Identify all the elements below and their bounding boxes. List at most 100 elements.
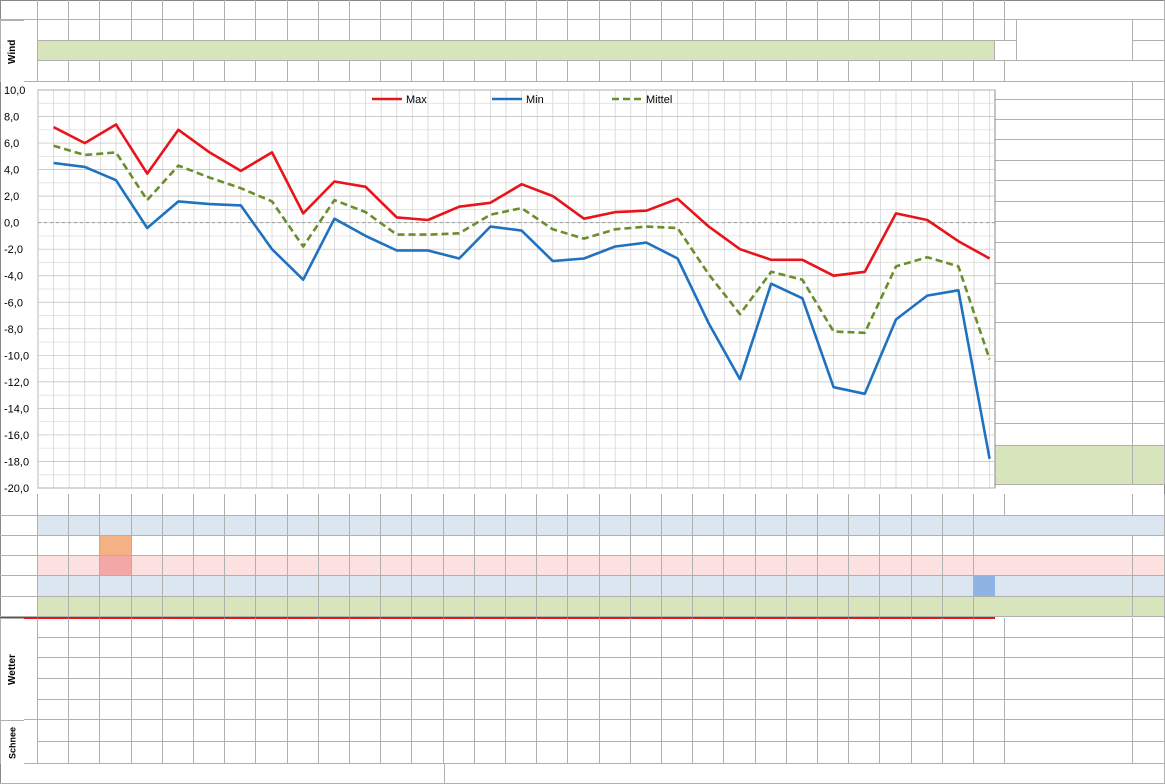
weather-cell xyxy=(162,679,194,700)
weather-cell xyxy=(506,700,538,720)
table-cell xyxy=(412,576,444,597)
table-cell xyxy=(38,516,70,536)
stat-value xyxy=(1133,202,1165,222)
day-header xyxy=(724,494,756,516)
snow-sh-cell xyxy=(537,720,569,742)
weather-cell xyxy=(100,679,132,700)
wind-ms-cell xyxy=(381,20,413,41)
table-cell xyxy=(69,597,101,617)
weather-cell xyxy=(194,679,226,700)
weather-cell xyxy=(911,638,943,658)
row-value xyxy=(1133,576,1165,597)
table-cell xyxy=(318,597,350,617)
wind-kmh-cell xyxy=(131,61,163,82)
wind-max-ms xyxy=(1133,20,1165,41)
row-unit xyxy=(0,516,38,536)
weather-cell xyxy=(974,638,1006,658)
table-cell xyxy=(131,556,163,576)
wind-ms-cell xyxy=(350,20,382,41)
table-cell xyxy=(942,516,974,536)
wind-direction-label xyxy=(995,61,1165,82)
wind-kmh-cell xyxy=(662,61,694,82)
table-cell xyxy=(287,516,319,536)
wind-kmh-cell xyxy=(942,61,974,82)
weather-cell xyxy=(693,679,725,700)
table-cell xyxy=(630,536,662,556)
y-tick-label: 2,0 xyxy=(4,191,19,203)
weather-cell xyxy=(474,618,506,638)
weather-cell xyxy=(350,679,382,700)
weather-cell xyxy=(412,638,444,658)
wind-kmh-cell xyxy=(568,61,600,82)
stat-label xyxy=(995,202,1133,222)
table-cell xyxy=(287,597,319,617)
row-unit xyxy=(0,556,38,576)
table-cell xyxy=(818,516,850,536)
weather-cell xyxy=(974,700,1006,720)
snow-sh-cell xyxy=(693,720,725,742)
table-cell xyxy=(911,556,943,576)
day-header xyxy=(506,494,538,516)
stat-label xyxy=(995,263,1133,284)
weather-cell xyxy=(880,638,912,658)
weather-cell xyxy=(287,638,319,658)
weather-cell xyxy=(318,618,350,638)
weather-cell xyxy=(568,618,600,638)
weather-cell xyxy=(880,679,912,700)
wind-kmh-cell xyxy=(256,61,288,82)
weather-cell xyxy=(911,700,943,720)
y-tick-label: 8,0 xyxy=(4,112,19,124)
wind-kmh-cell xyxy=(537,61,569,82)
day-header xyxy=(381,0,413,20)
table-cell xyxy=(38,536,70,556)
weather-cell xyxy=(880,658,912,679)
table-cell xyxy=(537,556,569,576)
snow-nsh-cell xyxy=(318,742,350,764)
table-cell xyxy=(506,536,538,556)
day-header xyxy=(537,0,569,20)
wind-kmh-cell xyxy=(818,61,850,82)
stat-label xyxy=(995,120,1133,140)
extra-label xyxy=(995,658,1133,679)
table-cell xyxy=(100,516,132,536)
day-header xyxy=(225,494,257,516)
day-header xyxy=(100,494,132,516)
separator-line xyxy=(0,617,995,619)
stat-label xyxy=(995,284,1133,323)
snow-label: Schnee xyxy=(0,720,24,764)
snow-nsh-cell xyxy=(100,742,132,764)
weather-cell xyxy=(818,679,850,700)
table-cell xyxy=(568,516,600,536)
wind-max-kmh xyxy=(1133,41,1165,61)
weather-cell xyxy=(849,618,881,638)
table-cell xyxy=(755,576,787,597)
weather-cell xyxy=(225,658,257,679)
snow-nsh-cell xyxy=(194,742,226,764)
wind-kmh-cell xyxy=(194,61,226,82)
weather-cell xyxy=(350,638,382,658)
table-cell xyxy=(662,536,694,556)
weather-cell xyxy=(630,679,662,700)
day-header xyxy=(69,0,101,20)
extra-value xyxy=(1133,658,1165,679)
weather-cell xyxy=(786,700,818,720)
weather-cell xyxy=(287,700,319,720)
snow-nsh-cell xyxy=(537,742,569,764)
table-cell xyxy=(38,597,70,617)
wind-kmh-cell xyxy=(412,61,444,82)
snow-nsh-cell xyxy=(350,742,382,764)
weather-cell xyxy=(162,638,194,658)
table-cell xyxy=(849,556,881,576)
wind-label: Wind xyxy=(0,20,24,82)
wind-kmh-cell xyxy=(225,61,257,82)
table-cell xyxy=(880,516,912,536)
weather-cell xyxy=(506,638,538,658)
snow-sh-cell xyxy=(849,720,881,742)
row-label xyxy=(995,536,1133,556)
wind-kmh-cell xyxy=(38,61,70,82)
wind-ms-cell xyxy=(131,20,163,41)
table-cell xyxy=(818,536,850,556)
stat-label xyxy=(995,402,1133,424)
weather-cell xyxy=(256,679,288,700)
table-cell xyxy=(38,556,70,576)
